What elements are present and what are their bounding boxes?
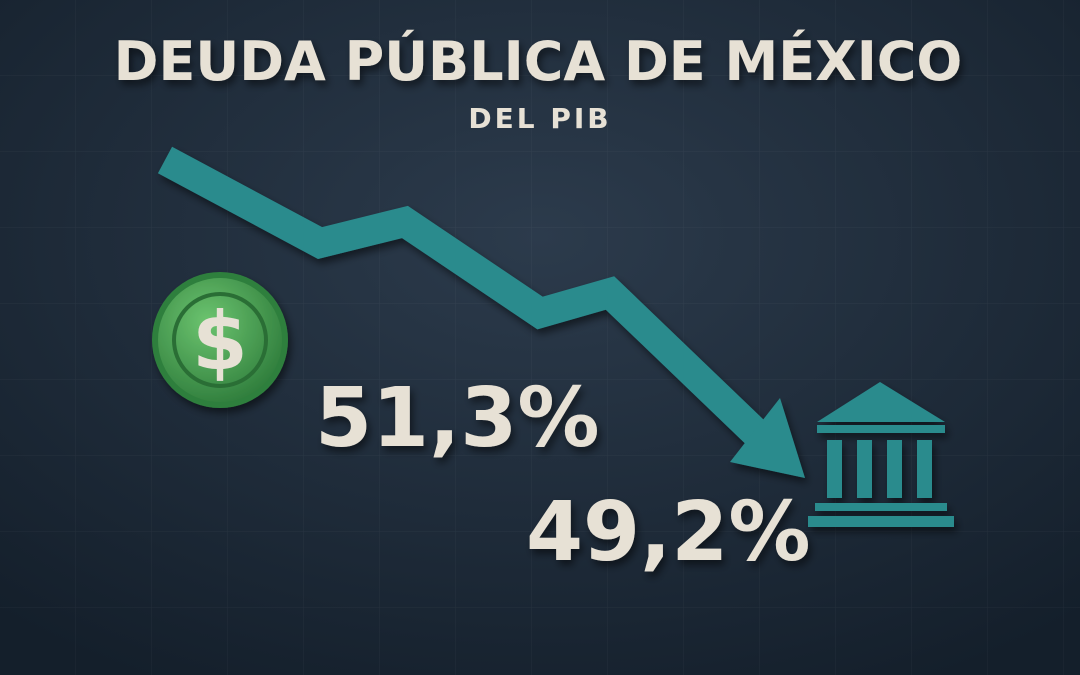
coin-icon: $: [152, 272, 288, 408]
bank-icon: [808, 382, 954, 527]
figure-value: 49,2%: [526, 485, 810, 580]
figure-value: 51,3%: [315, 371, 599, 466]
coin-symbol: $: [192, 295, 248, 388]
subtitle: DEL PIB: [468, 102, 611, 135]
title: DEUDA PÚBLICA DE MÉXICO: [114, 30, 963, 93]
trend-arrow: [157, 146, 805, 478]
